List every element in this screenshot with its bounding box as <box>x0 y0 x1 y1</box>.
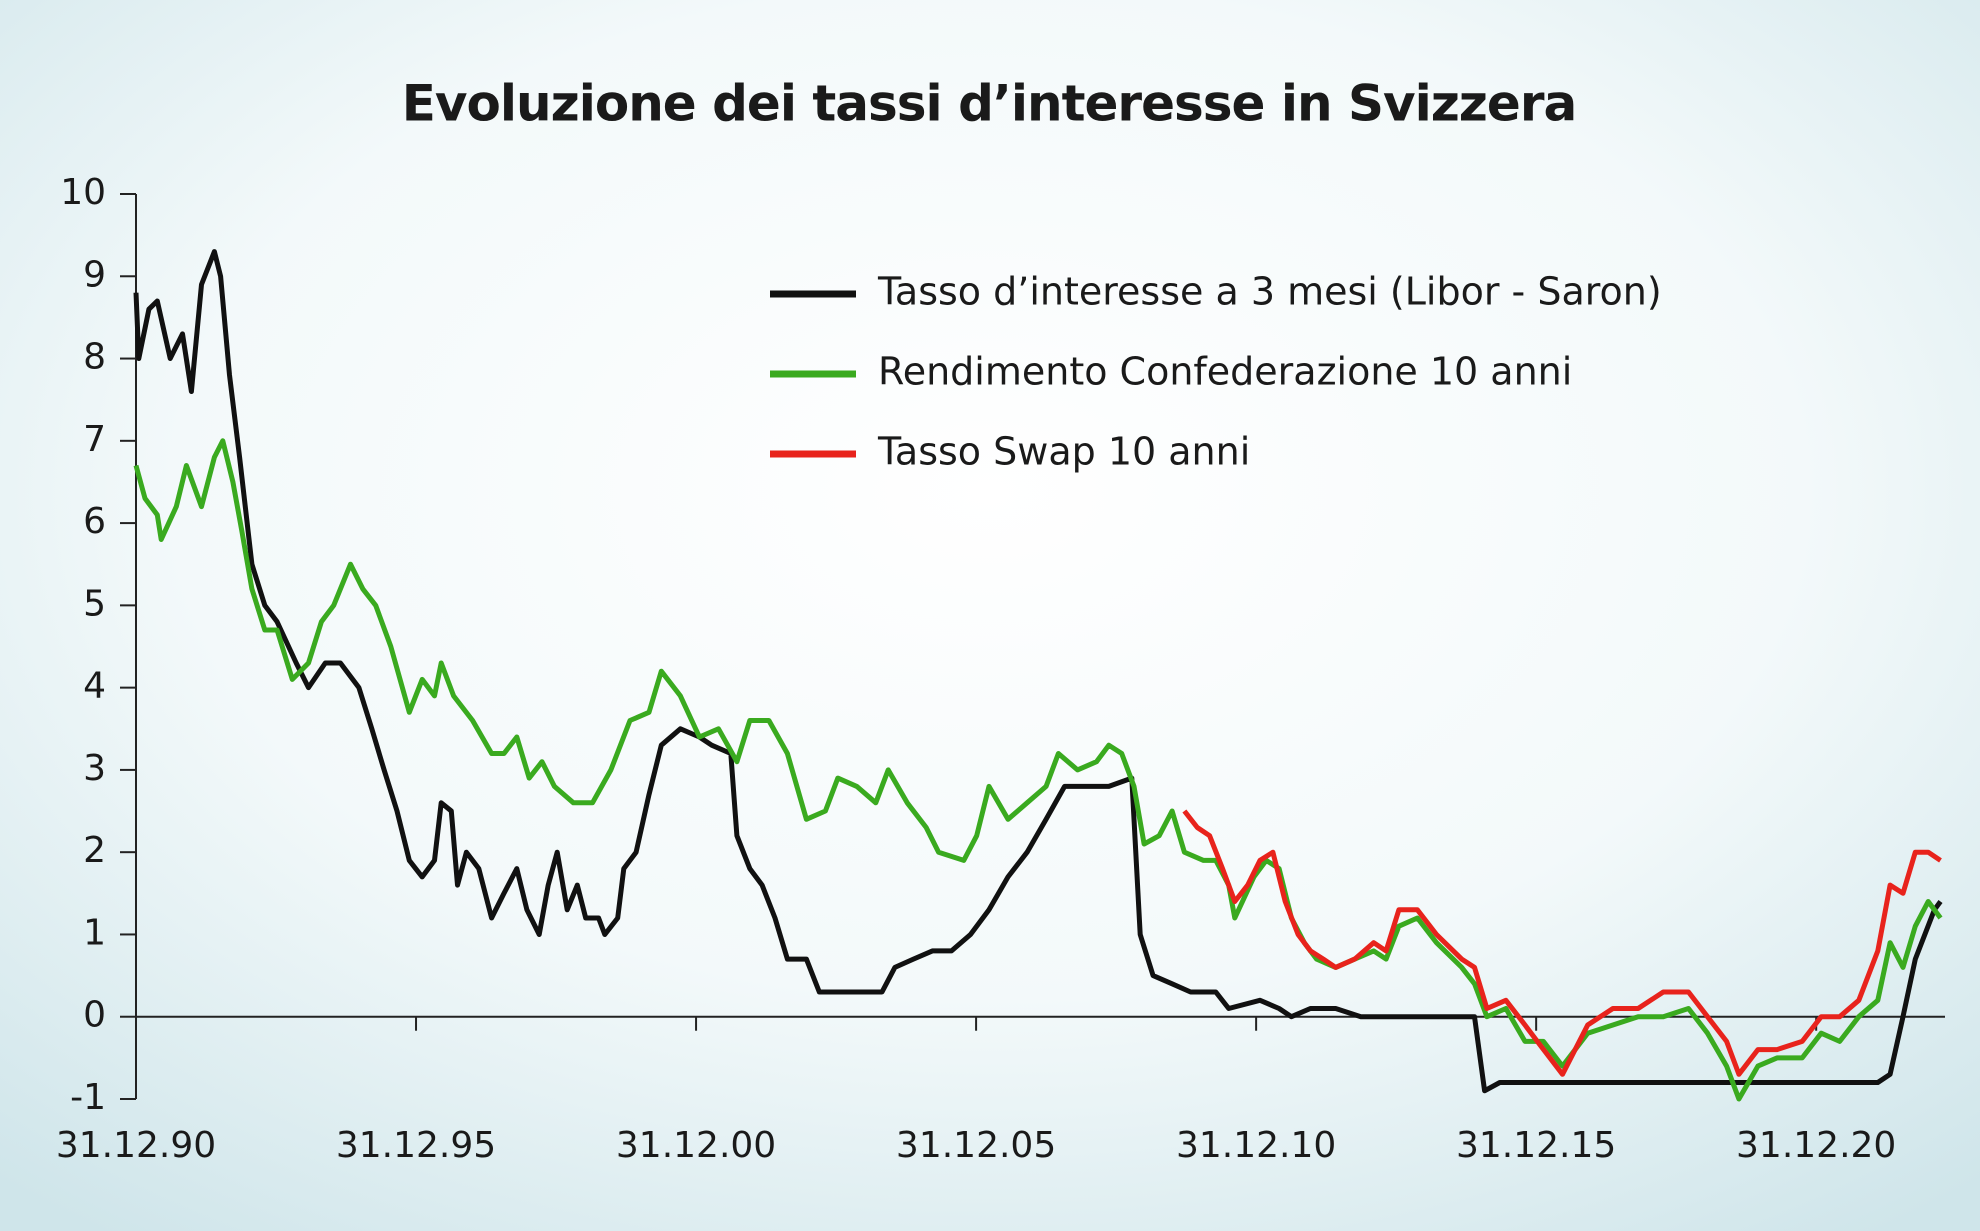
y-tick-label: 3 <box>83 748 106 789</box>
y-tick-label: 8 <box>83 337 106 378</box>
x-tick-label: 31.12.90 <box>56 1125 216 1166</box>
y-tick-label: -1 <box>70 1077 106 1118</box>
y-tick-label: 7 <box>83 419 106 460</box>
x-tick-label: 31.12.05 <box>896 1125 1056 1166</box>
x-tick-label: 31.12.95 <box>336 1125 496 1166</box>
y-tick-label: 2 <box>83 830 106 871</box>
x-tick-label: 31.12.15 <box>1456 1125 1616 1166</box>
y-tick-label: 9 <box>83 254 106 295</box>
series-line <box>1182 809 1942 1077</box>
legend-label: Rendimento Confederazione 10 anni <box>878 350 1572 394</box>
chart-title: Evoluzione dei tassi d’interesse in Sviz… <box>402 75 1576 133</box>
series-line <box>133 249 1943 1094</box>
y-tick-label: 6 <box>83 501 106 542</box>
y-tick-label: 0 <box>83 995 106 1036</box>
y-tick-label: 10 <box>60 172 106 213</box>
x-tick-label: 31.12.00 <box>616 1125 776 1166</box>
y-tick-label: 1 <box>83 912 106 953</box>
y-tick-label: 5 <box>83 583 106 624</box>
legend-label: Tasso Swap 10 anni <box>877 430 1250 474</box>
y-tick-label: 4 <box>83 666 106 707</box>
legend-label: Tasso d’interesse a 3 mesi (Libor - Saro… <box>877 270 1662 314</box>
x-tick-label: 31.12.10 <box>1176 1125 1336 1166</box>
x-tick-label: 31.12.20 <box>1736 1125 1896 1166</box>
